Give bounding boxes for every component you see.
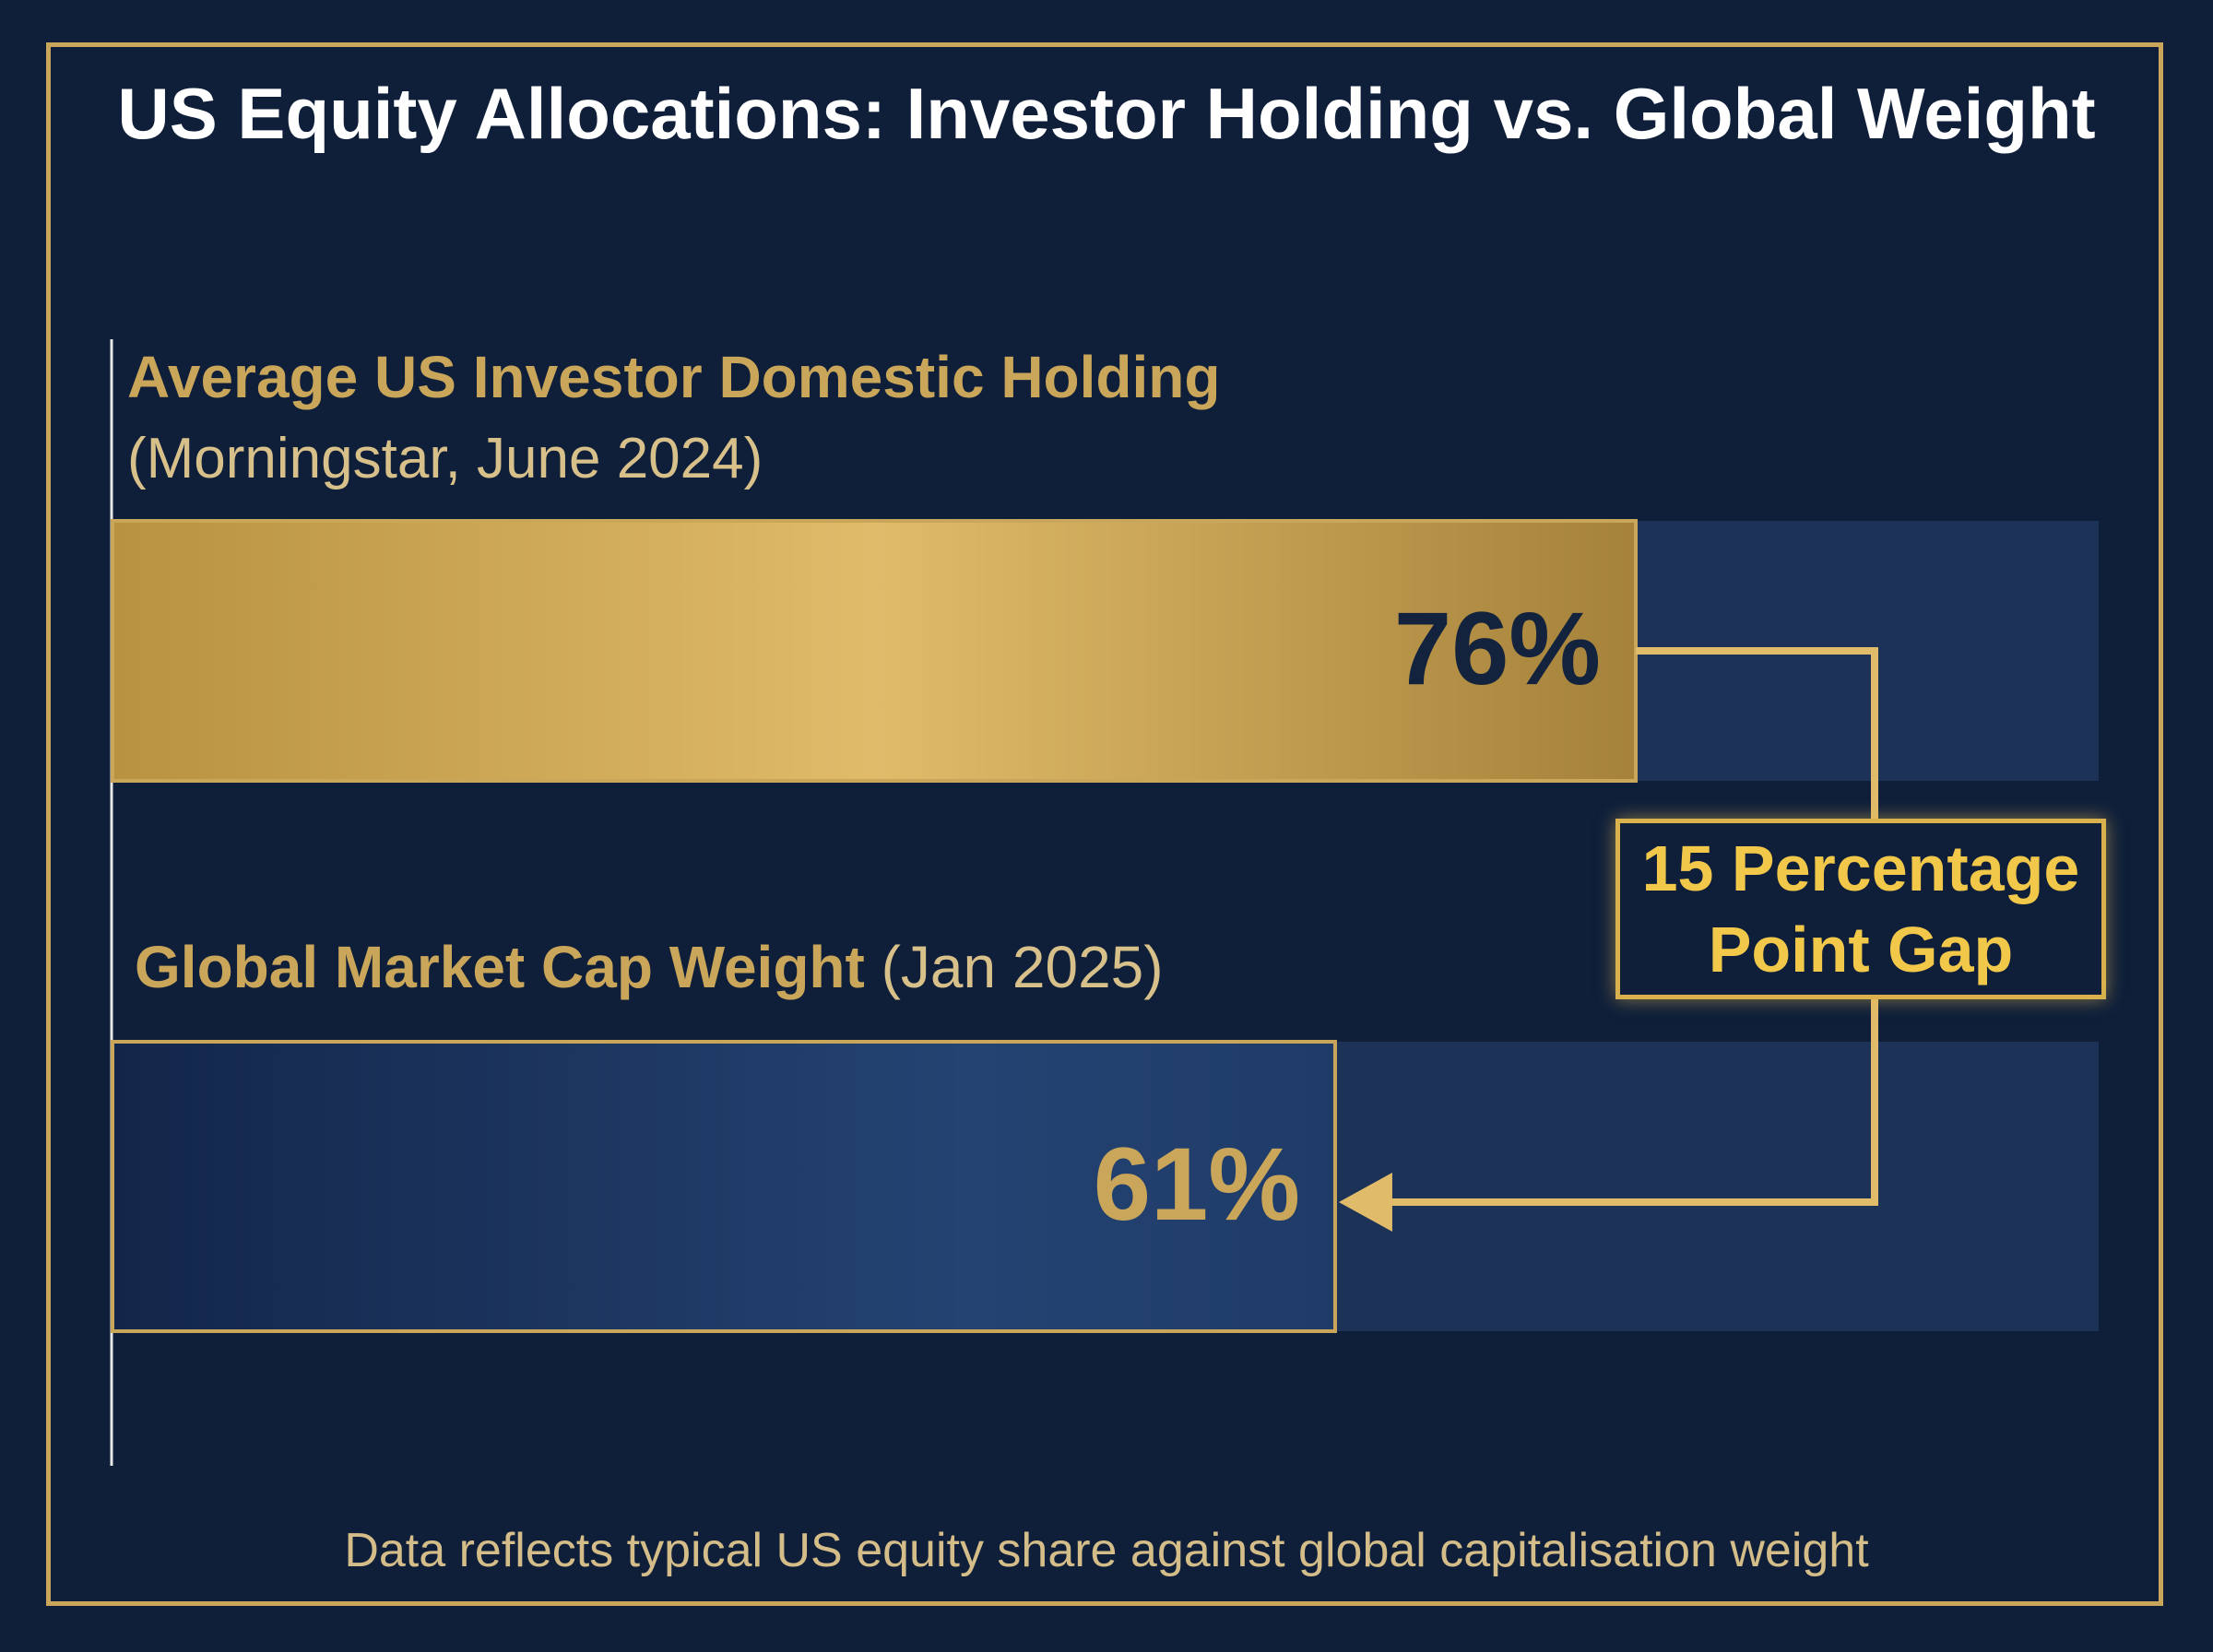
footnote: Data reflects typical US equity share ag…	[344, 1524, 1869, 1577]
bar-1-category-label: Average US Investor Domestic Holding	[127, 344, 1221, 410]
bar-2-category-name: Global Market Cap Weight	[135, 934, 865, 1000]
gap-connector-top	[1636, 647, 1878, 819]
gap-annotation-box: 15 Percentage Point Gap	[1615, 819, 2106, 999]
bar-2-category-label: Global Market Cap Weight (Jan 2025)	[135, 933, 1164, 1001]
bar-1-value-label: 76%	[1394, 591, 1601, 706]
bar-1	[111, 519, 1638, 783]
bar-1-source-note: (Morningstar, June 2024)	[127, 427, 763, 490]
gap-arrowhead	[1338, 1173, 1392, 1232]
gold-frame	[46, 42, 2163, 1606]
chart-title: US Equity Allocations: Investor Holding …	[117, 73, 2096, 154]
bar-2-value-label: 61%	[1094, 1127, 1300, 1242]
gap-annotation-text: 15 Percentage Point Gap	[1641, 832, 2080, 985]
gap-connector-bottom	[1386, 999, 1878, 1206]
bar-2-source-note: (Jan 2025)	[881, 934, 1164, 1000]
bar-2	[111, 1040, 1337, 1333]
